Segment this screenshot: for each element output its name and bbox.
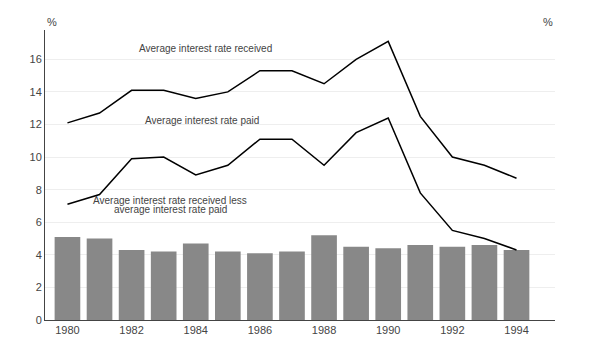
svg-text:12: 12 xyxy=(30,118,42,130)
svg-text:8: 8 xyxy=(36,184,42,196)
svg-text:10: 10 xyxy=(30,151,42,163)
svg-text:1988: 1988 xyxy=(312,324,336,336)
svg-text:4: 4 xyxy=(36,249,42,261)
svg-text:Average interest rate received: Average interest rate received xyxy=(139,43,272,54)
svg-text:Average interest rate paid: Average interest rate paid xyxy=(145,115,259,126)
svg-text:Average interest rate received: Average interest rate received less xyxy=(93,195,247,206)
svg-text:1994: 1994 xyxy=(504,324,528,336)
svg-text:%: % xyxy=(47,16,57,28)
svg-text:14: 14 xyxy=(30,86,42,98)
svg-text:%: % xyxy=(543,16,553,28)
svg-text:1992: 1992 xyxy=(440,324,464,336)
svg-text:1986: 1986 xyxy=(248,324,272,336)
svg-text:16: 16 xyxy=(30,53,42,65)
svg-text:1990: 1990 xyxy=(376,324,400,336)
svg-text:average interest rate paid: average interest rate paid xyxy=(114,204,227,215)
svg-text:0: 0 xyxy=(36,314,42,326)
svg-text:1982: 1982 xyxy=(119,324,143,336)
svg-text:1984: 1984 xyxy=(184,324,208,336)
svg-text:2: 2 xyxy=(36,281,42,293)
svg-text:1980: 1980 xyxy=(55,324,79,336)
svg-text:6: 6 xyxy=(36,216,42,228)
